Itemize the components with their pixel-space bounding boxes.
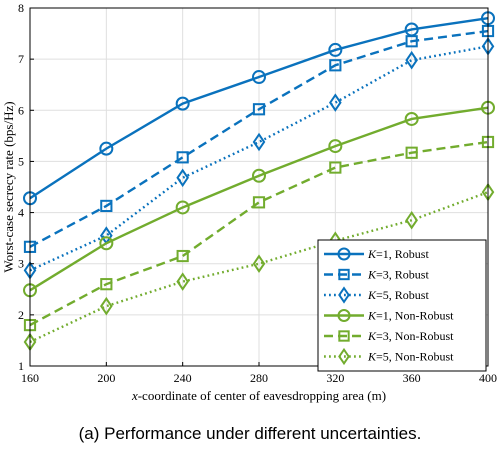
legend-label: K=5, Non-Robust — [367, 350, 454, 364]
legend-k: K — [367, 268, 377, 282]
legend-item: K=3, Non-Robust — [324, 329, 454, 343]
square-marker — [176, 249, 189, 263]
series-layer — [23, 11, 495, 352]
circle-marker — [175, 200, 190, 215]
legend-k: K — [367, 247, 377, 261]
circle-marker — [99, 141, 114, 156]
series-2 — [23, 24, 495, 253]
diamond-marker — [176, 168, 189, 188]
legend-name: =3, Non-Robust — [376, 329, 454, 343]
diamond-marker — [405, 210, 418, 230]
series-line — [29, 29, 489, 248]
x-tick-label: 400 — [479, 371, 497, 385]
circle-marker — [337, 309, 351, 322]
line-chart: 160 200 240 280 320 360 400 1 2 3 4 5 6 7 8 x-coordina… — [1, 1, 497, 403]
square-marker — [338, 330, 350, 342]
y-tick-label: 1 — [18, 359, 24, 373]
legend-k: K — [367, 329, 377, 343]
square-marker — [252, 103, 266, 116]
square-marker — [338, 268, 350, 281]
square-marker — [252, 196, 266, 209]
x-axis-label: x-coordinate of center of eavesdropping … — [131, 388, 386, 403]
legend-k: K — [367, 288, 377, 302]
y-tick-label: 8 — [18, 1, 24, 15]
circle-marker — [328, 139, 343, 154]
square-marker — [329, 161, 342, 174]
legend-k: K — [367, 309, 377, 323]
legend-name: =1, Non-Robust — [376, 309, 454, 323]
series-5 — [23, 135, 495, 332]
circle-marker — [404, 111, 419, 126]
circle-marker — [175, 96, 190, 111]
legend-item: K=3, Robust — [324, 268, 429, 282]
diamond-marker — [176, 272, 189, 291]
square-marker — [100, 199, 113, 213]
series-line — [29, 17, 489, 200]
legend-label: K=3, Robust — [367, 268, 429, 282]
diamond-marker — [405, 50, 418, 70]
square-marker — [329, 59, 342, 72]
circle-marker — [337, 247, 351, 261]
series-line — [29, 190, 489, 344]
y-tick-label: 5 — [18, 154, 24, 168]
diamond-marker — [252, 254, 266, 273]
legend-item: K=1, Non-Robust — [324, 309, 454, 323]
x-tick-label: 320 — [326, 371, 344, 385]
legend-label: K=5, Robust — [367, 288, 429, 302]
y-tick-label: 4 — [18, 206, 24, 220]
legend-label: K=1, Robust — [367, 247, 429, 261]
x-tick-label: 360 — [403, 371, 421, 385]
x-axis-label-italic: x — [131, 388, 138, 403]
figure-caption: (a) Performance under different uncertai… — [78, 424, 422, 443]
square-marker — [100, 278, 113, 291]
x-tick-label: 280 — [250, 371, 268, 385]
diamond-marker — [338, 286, 350, 304]
series-1 — [23, 11, 495, 206]
square-marker — [405, 35, 418, 48]
legend-item: K=1, Robust — [324, 247, 429, 261]
legend-label: K=1, Non-Robust — [367, 309, 454, 323]
circle-marker — [252, 168, 266, 183]
legend-k: K — [367, 350, 377, 364]
x-tick-label: 160 — [21, 371, 39, 385]
diamond-marker — [100, 296, 113, 316]
y-tick-label: 3 — [18, 257, 24, 271]
legend-name: =1, Robust — [376, 247, 429, 261]
diamond-marker — [338, 347, 350, 366]
series-line — [29, 106, 489, 292]
legend-item: K=5, Robust — [324, 286, 429, 304]
series-line — [29, 140, 489, 327]
x-tick-label: 240 — [174, 371, 192, 385]
y-tick-label: 2 — [18, 308, 24, 322]
y-axis-label: Worst-case secrecy rate (bps/Hz) — [1, 101, 16, 272]
y-tick-label: 6 — [18, 103, 24, 117]
diamond-marker — [329, 93, 342, 112]
legend-label: K=3, Non-Robust — [367, 329, 454, 343]
x-axis-label-rest: -coordinate of center of eavesdropping a… — [138, 388, 386, 403]
y-tick-label: 7 — [18, 52, 24, 66]
circle-marker — [328, 42, 343, 57]
diamond-marker — [252, 132, 266, 152]
x-tick-label: 200 — [97, 371, 115, 385]
circle-marker — [252, 70, 266, 85]
legend-box — [317, 239, 487, 372]
legend-name: =5, Non-Robust — [376, 350, 454, 364]
legend-name: =3, Robust — [376, 268, 429, 282]
axis-ticks: 160 200 240 280 320 360 400 1 2 3 4 5 6 7 8 — [18, 1, 497, 385]
square-marker — [405, 146, 418, 159]
legend-item: K=5, Non-Robust — [324, 347, 454, 366]
circle-marker — [99, 236, 114, 251]
square-marker — [176, 151, 189, 164]
legend-name: =5, Robust — [376, 288, 429, 302]
